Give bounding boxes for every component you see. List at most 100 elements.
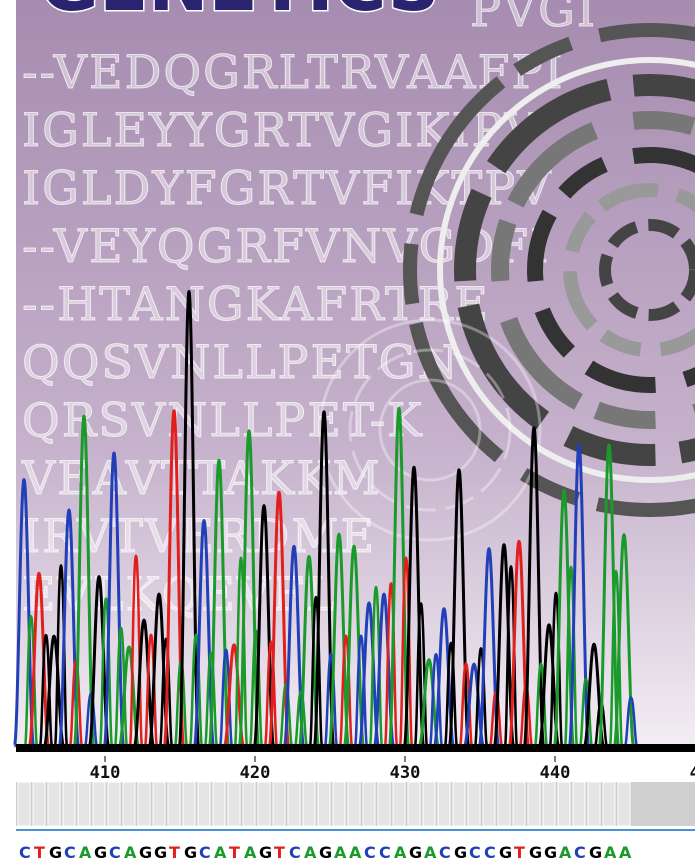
quality-bar — [512, 781, 526, 827]
ring — [437, 57, 695, 483]
base: C — [364, 843, 376, 862]
peak — [98, 597, 114, 748]
peak — [12, 478, 36, 748]
peak — [128, 554, 144, 748]
base: G — [94, 843, 107, 862]
quality-bar — [197, 781, 211, 827]
base: A — [79, 843, 92, 862]
peak — [57, 508, 81, 748]
ring — [454, 74, 695, 466]
base: A — [244, 843, 257, 862]
quality-bar — [122, 781, 136, 827]
base: C — [439, 843, 451, 862]
peak — [578, 677, 594, 748]
quality-bar — [437, 781, 451, 827]
peak — [203, 651, 219, 748]
base: A — [124, 843, 137, 862]
quality-bar — [587, 781, 601, 827]
ring — [318, 318, 542, 542]
position-label: 430 — [390, 763, 421, 783]
base: T — [229, 843, 240, 862]
peak — [192, 518, 216, 748]
quality-bar — [212, 781, 226, 827]
peak — [53, 564, 69, 748]
peak — [383, 582, 399, 748]
peak — [188, 633, 204, 748]
base: A — [304, 843, 317, 862]
peak — [248, 629, 264, 748]
top-letters: PVGI — [470, 0, 597, 37]
base: C — [64, 843, 76, 862]
base: G — [139, 843, 152, 862]
peak — [552, 488, 576, 748]
base: C — [574, 843, 586, 862]
quality-bar — [467, 781, 481, 827]
peak — [218, 648, 234, 748]
base: T — [169, 843, 180, 862]
quality-bar — [152, 781, 166, 827]
background — [0, 0, 695, 750]
base: C — [19, 843, 31, 862]
base: A — [604, 843, 617, 862]
quality-bar — [32, 781, 46, 827]
quality-bar — [527, 781, 541, 827]
quality-bar — [227, 781, 241, 827]
quality-bars — [17, 781, 631, 827]
peak — [132, 618, 156, 748]
peak — [402, 465, 426, 748]
peak — [263, 640, 279, 748]
quality-bar — [482, 781, 496, 827]
base: T — [274, 843, 285, 862]
quality-bar — [572, 781, 586, 827]
base: A — [334, 843, 347, 862]
peak — [72, 414, 96, 748]
quality-bar — [137, 781, 151, 827]
peak — [492, 543, 516, 748]
quality-bar — [617, 781, 631, 827]
peak — [323, 652, 339, 748]
base: G — [499, 843, 512, 862]
quality-bar — [77, 781, 91, 827]
peak — [312, 410, 336, 748]
peak — [503, 565, 519, 748]
peak — [447, 468, 471, 748]
ring — [599, 219, 695, 321]
base: G — [544, 843, 557, 862]
peak — [233, 556, 249, 748]
alignment-row: --VEDQGRLTRVAAFPI — [22, 45, 565, 99]
base: G — [319, 843, 332, 862]
alignment: --VEDQGRLTRVAAFPIIGLEYYGRTVGIKIPVIGLDYFG… — [21, 45, 565, 622]
quality-bar — [167, 781, 181, 827]
quality-bar — [407, 781, 421, 827]
peak — [353, 634, 369, 748]
position-ruler: 410 420 430 440 450 — [90, 756, 695, 783]
peak — [413, 602, 429, 748]
peak — [443, 641, 459, 748]
peak — [567, 443, 591, 748]
quality-bar — [422, 781, 436, 827]
peak — [338, 634, 354, 748]
quality-bar — [302, 781, 316, 827]
disc — [318, 23, 695, 542]
quality-bar — [332, 781, 346, 827]
peak — [428, 652, 444, 748]
peak — [473, 647, 489, 748]
quality-bar — [182, 781, 196, 827]
quality-bar — [272, 781, 286, 827]
ring — [563, 183, 695, 357]
ring — [378, 378, 482, 482]
quality-bar — [452, 781, 466, 827]
quality-bar — [602, 781, 616, 827]
peak — [548, 591, 564, 748]
quality-bar — [557, 781, 571, 827]
left-margin — [0, 0, 16, 864]
peak — [252, 504, 276, 748]
position-label: 420 — [240, 763, 271, 783]
position-label: 440 — [540, 763, 571, 783]
alignment-row: QRSVNLLPET-K — [22, 393, 424, 447]
title: GENETICS — [40, 0, 440, 27]
ring — [348, 348, 512, 512]
base: G — [409, 843, 422, 862]
